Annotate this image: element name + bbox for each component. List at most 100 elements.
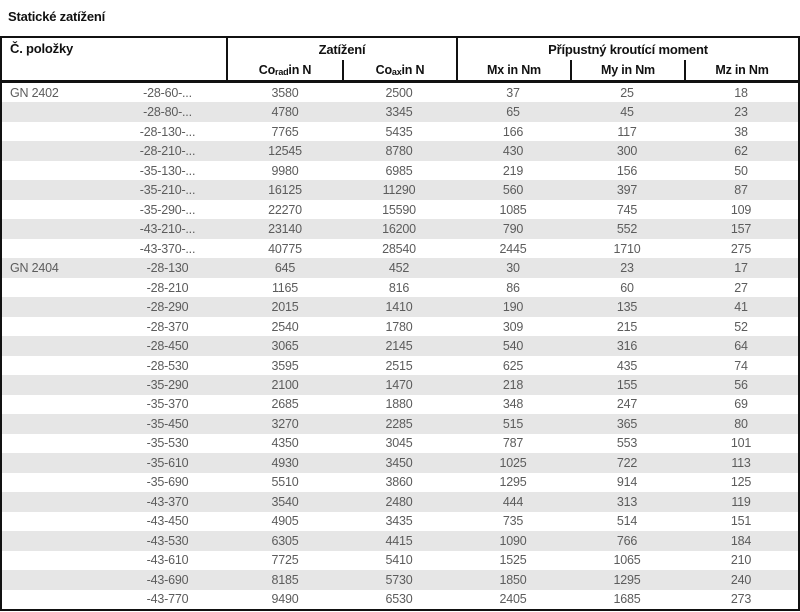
table-row: -35-370 2685 1880 348 247 69 [2,395,798,414]
corad-value: 12545 [268,144,302,159]
coax-value: 6530 [385,592,413,607]
item-cell: GN 2402 -28-60-... [2,83,228,102]
mz-value: 52 [734,319,748,334]
item-cell: -35-610 [2,453,228,472]
table-row: -35-130-... 9980 6985 219 156 50 [2,161,798,180]
page-title: Statické zatížení [8,9,106,24]
corad-value: 2100 [271,378,299,392]
size-suffix: -35-290 [146,378,189,392]
size-suffix: -28-60-... [143,85,192,100]
mz-value: 87 [734,183,748,198]
mz-value: 275 [730,241,752,256]
mz-value: 109 [730,202,752,217]
coax-value: 816 [388,280,410,295]
table-row: -43-450 4905 3435 735 514 151 [2,512,798,531]
table-row: -43-370 3540 2480 444 313 119 [2,492,798,512]
item-cell: -43-610 [2,551,228,570]
item-cell: -35-130-... [2,161,228,180]
corad-value: 7725 [271,553,299,568]
table-row: GN 2402 -28-60-... 3580 2500 37 25 18 [2,83,798,102]
table-row: -35-690 5510 3860 1295 914 125 [2,473,798,492]
mx-value: 430 [502,144,524,159]
my-value: 397 [616,183,638,198]
corad-value: 4905 [271,514,299,529]
corad-value: 7765 [271,124,299,139]
mz-value: 74 [734,358,748,373]
mx-value: 515 [502,416,524,431]
mz-value: 80 [734,416,748,431]
mx-value: 1525 [499,553,527,568]
my-value: 1710 [613,241,641,256]
table-row: -43-210-... 23140 16200 790 552 157 [2,219,798,239]
corad-value: 2540 [271,319,299,334]
mx-value: 787 [502,436,524,451]
coax-value: 3450 [385,455,413,470]
table-row: -28-130-... 7765 5435 166 117 38 [2,122,798,141]
coax-value: 4415 [385,533,413,548]
corad-value: 4930 [271,455,299,470]
corad-value: 3540 [271,494,299,509]
corad-value: 3065 [271,339,299,354]
corad-value: 9490 [271,592,299,607]
size-suffix: -35-290-... [139,202,196,217]
table-row: -28-290 2015 1410 190 135 41 [2,297,798,317]
size-suffix: -43-210-... [139,222,196,237]
mz-value: 17 [734,261,748,276]
mz-value: 50 [734,163,748,178]
item-cell: -43-450 [2,512,228,531]
mz-value: 23 [734,105,748,120]
coax-value: 5435 [385,124,413,139]
my-value: 117 [617,124,637,139]
item-cell: -43-530 [2,531,228,550]
mx-value: 309 [502,319,524,334]
coax-value: 1880 [385,397,413,412]
item-cell: -43-370 [2,492,228,511]
my-value: 215 [616,319,638,334]
my-value: 365 [616,416,638,431]
table-row: -35-290-... 22270 15590 1085 745 109 [2,200,798,219]
mx-value: 2405 [499,592,527,607]
mx-value: 218 [502,378,524,392]
my-value: 247 [616,397,638,412]
corad-value: 5510 [271,475,299,490]
mz-value: 113 [731,455,751,470]
mx-value: 86 [506,280,520,295]
corad-value: 8185 [271,572,299,587]
my-value: 300 [616,144,638,159]
coax-value: 2515 [385,358,413,373]
table-row: -35-210-... 16125 11290 560 397 87 [2,180,798,200]
coax-value: 1780 [385,319,413,334]
my-value: 25 [620,85,634,100]
mz-value: 101 [730,436,752,451]
table-row: -35-450 3270 2285 515 365 80 [2,414,798,434]
mx-value: 166 [502,124,524,139]
my-value: 914 [616,475,638,490]
table-row: -43-690 8185 5730 1850 1295 240 [2,570,798,590]
table-row: -43-610 7725 5410 1525 1065 210 [2,551,798,570]
size-suffix: -28-290 [146,300,189,315]
mz-value: 125 [730,475,752,490]
item-cell: -35-450 [2,414,228,433]
mz-value: 210 [730,553,752,568]
mz-value: 273 [730,592,752,607]
mz-value: 69 [734,397,748,412]
item-cell: -35-210-... [2,180,228,199]
item-cell: -43-770 [2,590,228,609]
coax-value: 11290 [382,183,416,198]
size-suffix: -43-610 [146,553,189,568]
my-value: 745 [616,202,638,217]
item-cell: -35-370 [2,395,228,414]
size-suffix: -28-530 [146,358,189,373]
size-suffix: -43-690 [146,572,189,587]
my-value: 1295 [613,572,641,587]
column-group-torque: Přípustný kroutící moment [456,38,798,60]
coax-value: 6985 [385,163,413,178]
size-suffix: -43-370 [146,494,189,509]
coax-value: 2500 [385,85,413,100]
coax-value: 8780 [385,144,413,159]
corad-value: 9980 [271,163,299,178]
size-suffix: -35-610 [146,455,189,470]
coax-value: 3345 [385,105,413,120]
coax-value: 28540 [382,241,416,256]
table-row: -28-210-... 12545 8780 430 300 62 [2,141,798,161]
